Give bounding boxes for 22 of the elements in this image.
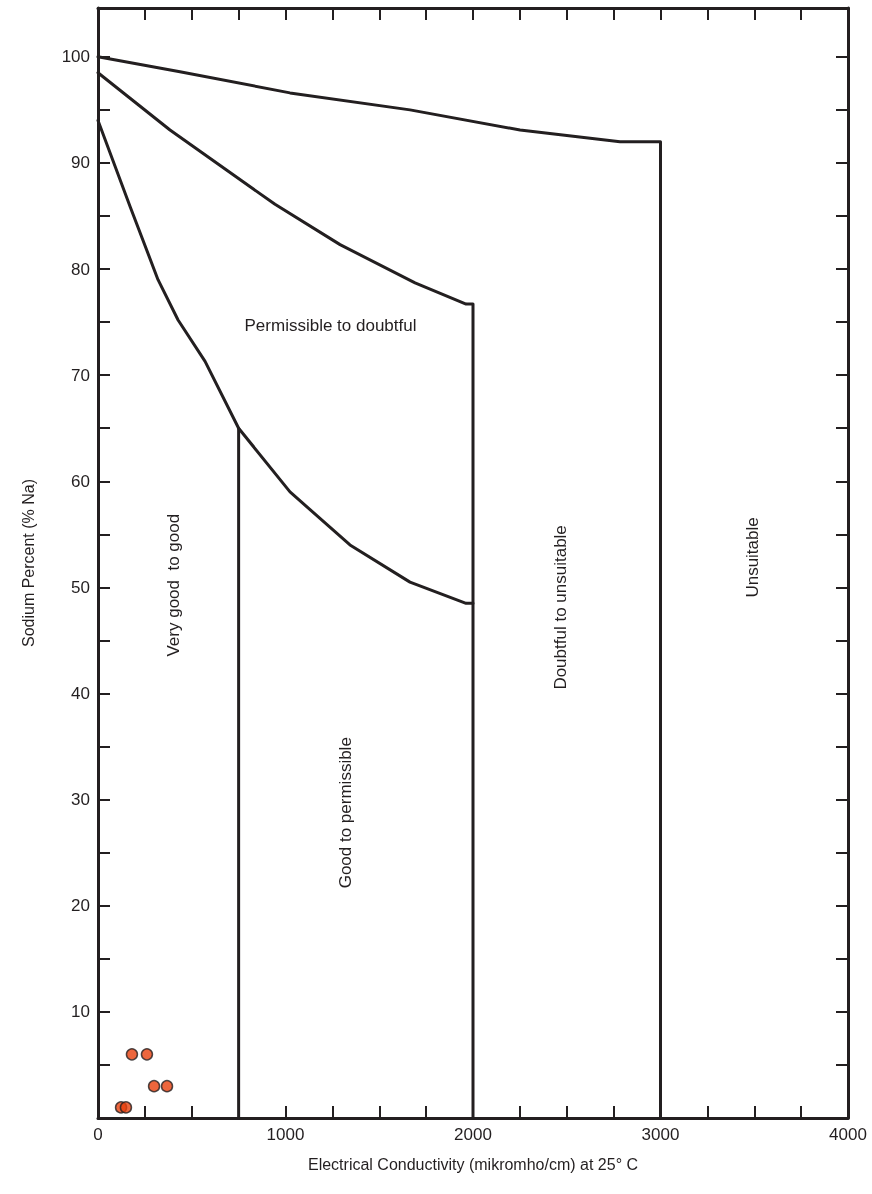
- annotation: Good to permissible: [336, 737, 355, 889]
- y-tick-label: 100: [61, 47, 90, 67]
- y-tick-label: 10: [71, 1002, 90, 1022]
- y-tick-label: 40: [71, 684, 90, 704]
- y-tick-label: 60: [71, 471, 90, 491]
- y-tick-label: 30: [71, 790, 90, 810]
- x-tick-label: 3000: [641, 1125, 680, 1144]
- y-tick-label: 50: [71, 577, 90, 597]
- x-axis-title: Electrical Conductivity (mikromho/cm) at 25° C: [307, 1155, 639, 1173]
- annotation: Permissible to doubtful: [244, 315, 417, 335]
- y-axis-title: Sodium Percent (% Na): [19, 478, 37, 648]
- y-tick-label: 20: [71, 896, 90, 916]
- y-tick-label: 80: [71, 259, 90, 279]
- annotation: Doubtful to unsuitable: [551, 525, 571, 690]
- x-tick-label: 4000: [829, 1125, 867, 1144]
- y-tick-label: 90: [71, 153, 90, 173]
- annotation: Very good to good: [163, 513, 183, 657]
- x-tick-label: 0: [93, 1125, 103, 1144]
- y-tick-label: 70: [71, 365, 90, 385]
- x-tick-label: 1000: [266, 1125, 305, 1144]
- x-tick-label: 2000: [454, 1125, 492, 1144]
- annotation: Unsuitable: [743, 517, 763, 598]
